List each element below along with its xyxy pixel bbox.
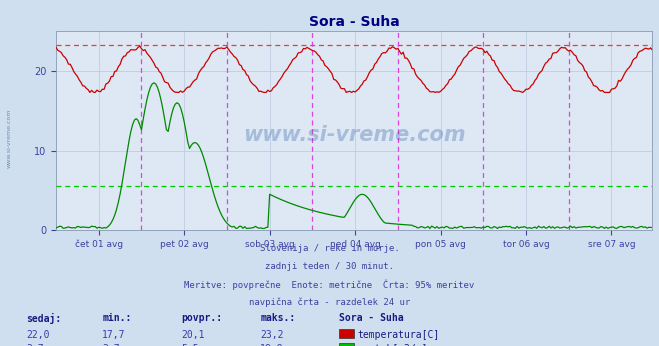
Text: min.:: min.: xyxy=(102,313,132,323)
Text: Sora - Suha: Sora - Suha xyxy=(339,313,404,323)
Text: 3,7: 3,7 xyxy=(102,344,120,346)
Text: 17,7: 17,7 xyxy=(102,330,126,340)
Text: zadnji teden / 30 minut.: zadnji teden / 30 minut. xyxy=(265,262,394,271)
Text: Slovenija / reke in morje.: Slovenija / reke in morje. xyxy=(260,244,399,253)
Text: sedaj:: sedaj: xyxy=(26,313,61,324)
Text: 18,8: 18,8 xyxy=(260,344,284,346)
Title: Sora - Suha: Sora - Suha xyxy=(309,15,399,29)
Text: 3,7: 3,7 xyxy=(26,344,44,346)
Text: www.si-vreme.com: www.si-vreme.com xyxy=(243,125,465,145)
Text: 5,5: 5,5 xyxy=(181,344,199,346)
Text: pretok[m3/s]: pretok[m3/s] xyxy=(357,344,428,346)
Text: 20,1: 20,1 xyxy=(181,330,205,340)
Text: Meritve: povprečne  Enote: metrične  Črta: 95% meritev: Meritve: povprečne Enote: metrične Črta:… xyxy=(185,280,474,290)
Text: maks.:: maks.: xyxy=(260,313,295,323)
Text: 23,2: 23,2 xyxy=(260,330,284,340)
Text: navpična črta - razdelek 24 ur: navpična črta - razdelek 24 ur xyxy=(249,298,410,307)
Text: www.si-vreme.com: www.si-vreme.com xyxy=(7,109,12,168)
Text: povpr.:: povpr.: xyxy=(181,313,222,323)
Text: temperatura[C]: temperatura[C] xyxy=(357,330,440,340)
Text: 22,0: 22,0 xyxy=(26,330,50,340)
